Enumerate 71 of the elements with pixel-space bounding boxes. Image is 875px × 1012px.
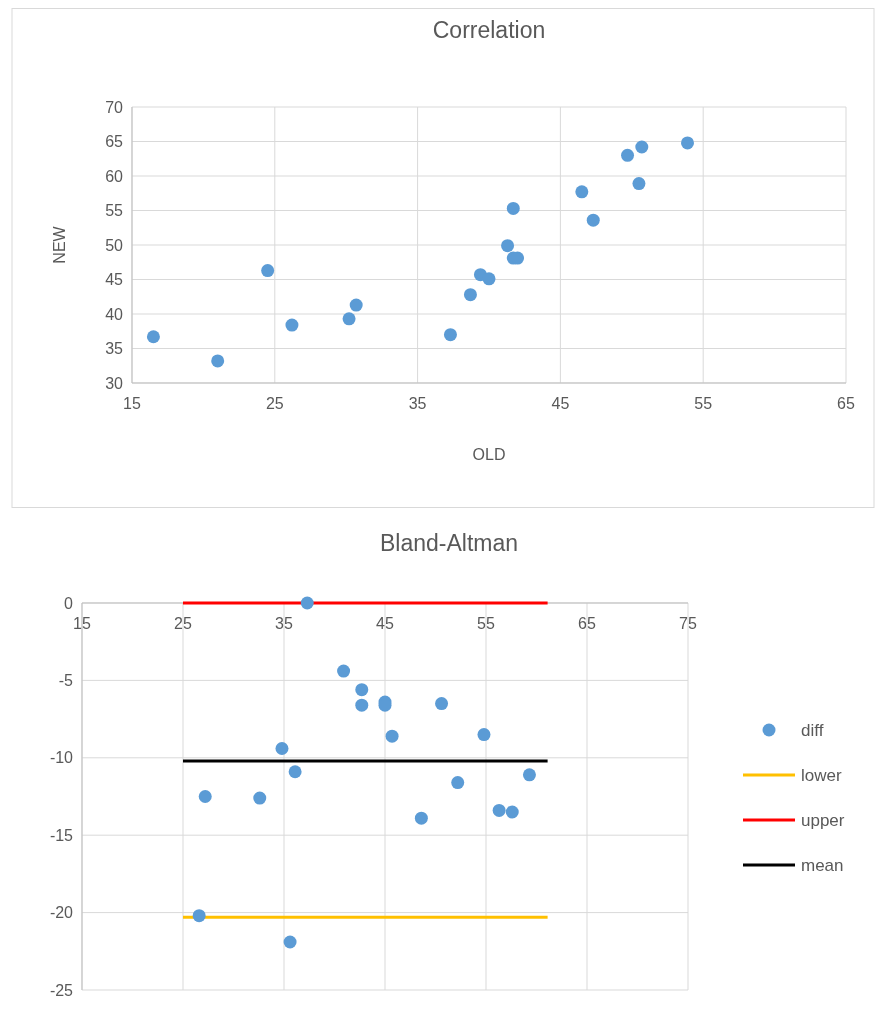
point — [285, 318, 299, 332]
y-tick-label: 30 — [105, 374, 124, 392]
point — [146, 330, 160, 344]
point — [288, 765, 302, 779]
y-tick-label: 45 — [105, 271, 124, 289]
x-tick-label: 25 — [174, 615, 192, 632]
x-tick-label: 35 — [408, 395, 427, 412]
point — [300, 596, 314, 610]
point — [355, 698, 369, 712]
point — [621, 148, 635, 162]
y-tick-label: 50 — [105, 236, 124, 254]
point — [506, 201, 520, 215]
x-axis-title: OLD — [472, 446, 506, 463]
x-tick-label: 35 — [275, 615, 293, 632]
y-tick-label: -15 — [49, 826, 74, 844]
point — [522, 768, 536, 782]
y-tick-label: -10 — [49, 749, 74, 767]
point — [337, 664, 351, 678]
y-tick-label: 70 — [105, 98, 124, 116]
point — [261, 264, 275, 278]
point — [211, 354, 225, 368]
x-tick-label: 15 — [123, 395, 141, 412]
x-tick-label: 45 — [376, 615, 394, 632]
point — [482, 272, 496, 286]
point — [680, 136, 694, 150]
point — [635, 140, 649, 154]
point — [463, 288, 477, 302]
y-tick-label: 40 — [105, 305, 124, 323]
legend-label: mean — [801, 855, 844, 875]
point — [253, 791, 267, 805]
point — [385, 729, 399, 743]
x-tick-label: 25 — [265, 395, 284, 412]
y-tick-label: 35 — [105, 340, 124, 358]
point — [192, 909, 206, 923]
point — [283, 935, 297, 949]
point — [575, 185, 589, 199]
y-tick-label: 0 — [64, 594, 74, 612]
point — [198, 790, 212, 803]
legend-label: upper — [801, 810, 845, 830]
point — [451, 776, 465, 790]
y-tick-label: 60 — [105, 167, 124, 185]
point — [435, 697, 449, 711]
legend-label: lower — [801, 765, 842, 785]
point — [349, 298, 363, 312]
point — [355, 683, 369, 697]
x-tick-label: 65 — [578, 615, 596, 632]
chart-title: Correlation — [432, 17, 546, 43]
chart-title: Bland-Altman — [379, 530, 519, 556]
x-tick-label: 75 — [679, 615, 697, 632]
x-tick-label: 15 — [73, 615, 91, 632]
y-tick-label: 65 — [105, 133, 124, 151]
x-tick-label: 55 — [694, 395, 713, 412]
point — [586, 213, 600, 227]
point — [275, 742, 289, 756]
y-tick-label: 55 — [105, 202, 124, 220]
x-tick-label: 55 — [477, 615, 495, 632]
point — [492, 803, 506, 817]
y-tick-label: -5 — [58, 672, 74, 689]
legend-label: diff — [801, 720, 824, 740]
y-tick-label: -25 — [49, 981, 74, 999]
point — [443, 328, 457, 342]
point — [342, 312, 356, 326]
y-tick-label: -20 — [49, 904, 74, 922]
point — [505, 805, 519, 819]
y-axis-title: NEW — [51, 225, 68, 264]
point — [632, 177, 646, 191]
point — [501, 239, 515, 253]
x-tick-label: 45 — [551, 395, 570, 412]
x-tick-label: 65 — [837, 395, 855, 412]
point — [414, 811, 428, 825]
point — [477, 728, 491, 742]
